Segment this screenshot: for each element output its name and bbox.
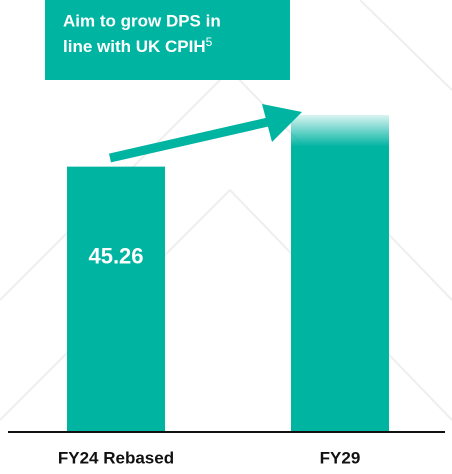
x-tick-label: FY29 bbox=[320, 448, 361, 467]
bar bbox=[291, 115, 389, 431]
trend-arrow bbox=[109, 104, 302, 163]
x-tick-label: FY24 Rebased bbox=[58, 448, 174, 467]
annotation-text: line with UK CPIH bbox=[63, 37, 206, 56]
bar bbox=[67, 166, 165, 431]
annotation-box bbox=[45, 0, 290, 80]
footnote-ref: 5 bbox=[206, 35, 213, 49]
annotation-line: line with UK CPIH5 bbox=[63, 35, 213, 56]
annotation-line: Aim to grow DPS in bbox=[63, 11, 221, 30]
value-label: 45.26 bbox=[88, 243, 143, 268]
